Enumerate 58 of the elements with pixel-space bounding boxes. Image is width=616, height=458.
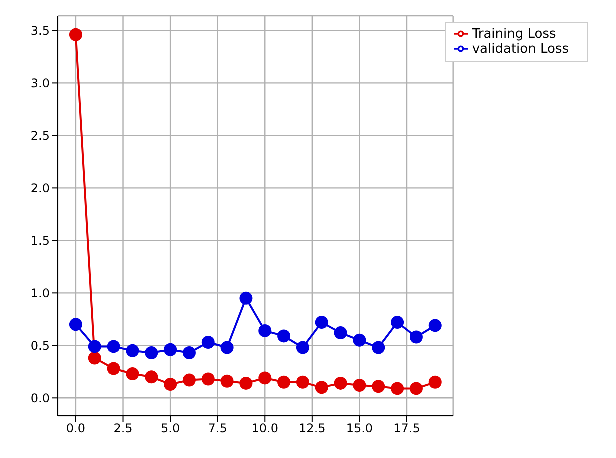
point <box>334 376 348 390</box>
point <box>164 343 178 356</box>
point <box>202 336 215 350</box>
point <box>126 344 140 358</box>
point <box>69 28 82 42</box>
y-tick-label: 2.0 <box>30 181 50 196</box>
legend-label: Training Loss <box>472 27 556 42</box>
point <box>182 346 196 360</box>
point <box>315 316 328 330</box>
x-tick-label: 5.0 <box>161 422 180 436</box>
point <box>182 374 196 387</box>
y-tick-label: 2.5 <box>30 128 50 143</box>
point <box>353 334 366 347</box>
point <box>334 326 348 340</box>
x-tick-label: 17.5 <box>394 422 420 436</box>
point <box>353 379 366 392</box>
point <box>315 381 328 394</box>
x-tick-label: 2.5 <box>114 422 133 436</box>
y-tick-label: 0.0 <box>30 391 50 406</box>
point <box>145 370 158 384</box>
point <box>107 362 120 376</box>
point <box>278 376 291 389</box>
point <box>88 352 102 365</box>
point <box>220 341 234 354</box>
y-tick-label: 3.0 <box>30 76 50 90</box>
y-tick-label: 0.5 <box>30 338 50 353</box>
x-tick-label: 0.0 <box>66 422 86 436</box>
point <box>391 316 404 330</box>
point <box>202 372 215 386</box>
point <box>372 341 386 354</box>
point <box>428 376 442 389</box>
point <box>240 376 253 390</box>
x-tick-label: 10.0 <box>252 422 278 436</box>
point <box>164 378 178 392</box>
x-tick-label: 15.0 <box>346 422 374 436</box>
point <box>126 368 140 381</box>
point <box>410 330 423 344</box>
point <box>240 292 253 305</box>
point <box>69 318 82 332</box>
point <box>428 319 442 332</box>
x-tick-label: 7.5 <box>208 422 228 436</box>
point <box>278 330 291 343</box>
point <box>145 346 158 360</box>
y-tick-label: 3.5 <box>30 24 50 38</box>
y-tick-label: 1.5 <box>30 234 50 248</box>
legend-label: validation Loss <box>472 42 569 57</box>
point <box>107 340 120 354</box>
point <box>296 341 310 354</box>
x-tick-label: 12.5 <box>299 422 326 436</box>
point <box>258 372 272 385</box>
point <box>296 376 310 389</box>
point <box>220 374 234 388</box>
point <box>391 382 404 396</box>
point <box>410 382 423 396</box>
point <box>88 340 102 354</box>
point <box>258 324 272 338</box>
y-tick-label: 1.0 <box>30 286 50 300</box>
point <box>372 380 386 394</box>
